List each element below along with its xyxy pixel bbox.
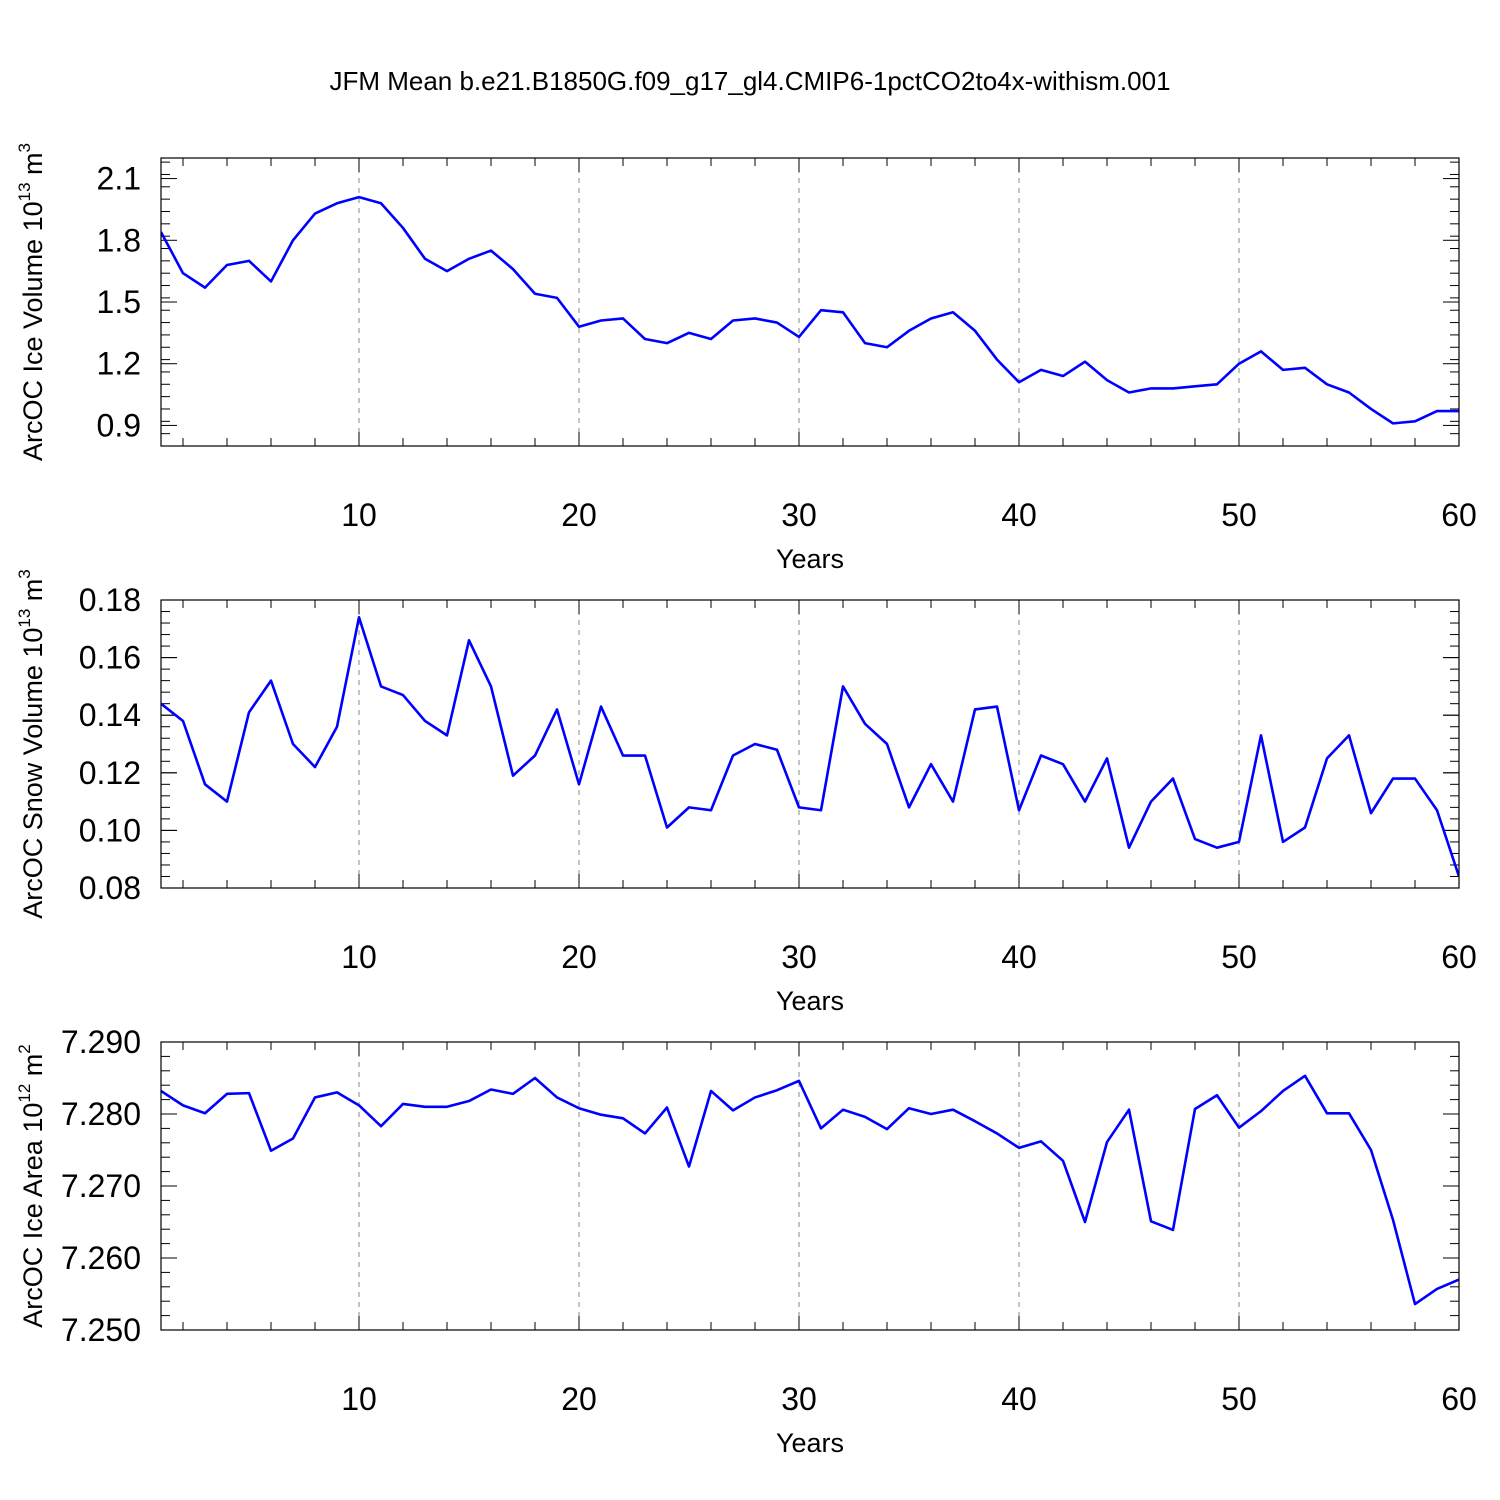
x-axis-title: Years <box>776 1428 844 1458</box>
x-tick-label: 10 <box>341 497 377 533</box>
x-axis-title: Years <box>776 544 844 574</box>
series-line-ice-volume <box>161 195 1459 425</box>
y-axis-title: ArcOC Ice Area 1012 m2 <box>15 1044 48 1328</box>
y-tick-label: 7.290 <box>61 1024 141 1060</box>
x-tick-label: 30 <box>781 939 817 975</box>
y-tick-label: 7.260 <box>61 1240 141 1276</box>
y-tick-label: 1.5 <box>97 284 141 320</box>
x-tick-label: 40 <box>1001 939 1037 975</box>
y-tick-label: 0.12 <box>79 755 141 791</box>
x-tick-label: 30 <box>781 1381 817 1417</box>
panel-snow-volume: 0.08 0.10 0.12 0.14 0.16 0.18 10 20 30 40 50 60 Year… <box>15 569 1477 1016</box>
y-tick-label: 7.280 <box>61 1096 141 1132</box>
series-line-ice-area <box>161 1074 1459 1306</box>
y-axis-title: ArcOC Ice Volume 1013 m3 <box>15 143 48 461</box>
figure-title: JFM Mean b.e21.B1850G.f09_g17_gl4.CMIP6-… <box>329 66 1170 96</box>
x-tick-label: 60 <box>1441 1381 1477 1417</box>
x-tick-label: 60 <box>1441 939 1477 975</box>
y-tick-label: 2.1 <box>97 161 141 197</box>
y-tick-label: 0.18 <box>79 582 141 618</box>
series-line-snow-volume <box>161 615 1459 877</box>
y-tick-label: 0.9 <box>97 407 141 443</box>
x-tick-label: 20 <box>561 497 597 533</box>
x-tick-label: 30 <box>781 497 817 533</box>
y-tick-label: 0.10 <box>79 812 141 848</box>
x-tick-label: 50 <box>1221 939 1257 975</box>
y-tick-label: 1.8 <box>97 222 141 258</box>
plot-frame <box>160 599 1460 889</box>
x-tick-label: 20 <box>561 1381 597 1417</box>
x-tick-label: 50 <box>1221 497 1257 533</box>
y-tick-label: 0.08 <box>79 870 141 906</box>
y-tick-label: 1.2 <box>97 346 141 382</box>
y-tick-label: 0.16 <box>79 640 141 676</box>
y-tick-label: 7.270 <box>61 1168 141 1204</box>
x-tick-label: 10 <box>341 1381 377 1417</box>
y-tick-label: 7.250 <box>61 1312 141 1348</box>
y-axis-title: ArcOC Snow Volume 1013 m3 <box>15 569 48 919</box>
plot-frame <box>160 1041 1460 1331</box>
y-tick-label: 0.14 <box>79 697 141 733</box>
x-tick-label: 10 <box>341 939 377 975</box>
panel-ice-volume: 0.9 1.2 1.5 1.8 2.1 10 20 30 40 50 60 Years ArcOC Ic… <box>15 143 1477 574</box>
x-tick-label: 40 <box>1001 497 1037 533</box>
x-tick-label: 40 <box>1001 1381 1037 1417</box>
x-tick-label: 20 <box>561 939 597 975</box>
x-tick-label: 60 <box>1441 497 1477 533</box>
x-tick-label: 50 <box>1221 1381 1257 1417</box>
plot-frame <box>160 157 1460 447</box>
panel-ice-area: 7.250 7.260 7.270 7.280 7.290 10 20 30 40 50 60 Yea… <box>15 1024 1477 1458</box>
x-axis-title: Years <box>776 986 844 1016</box>
